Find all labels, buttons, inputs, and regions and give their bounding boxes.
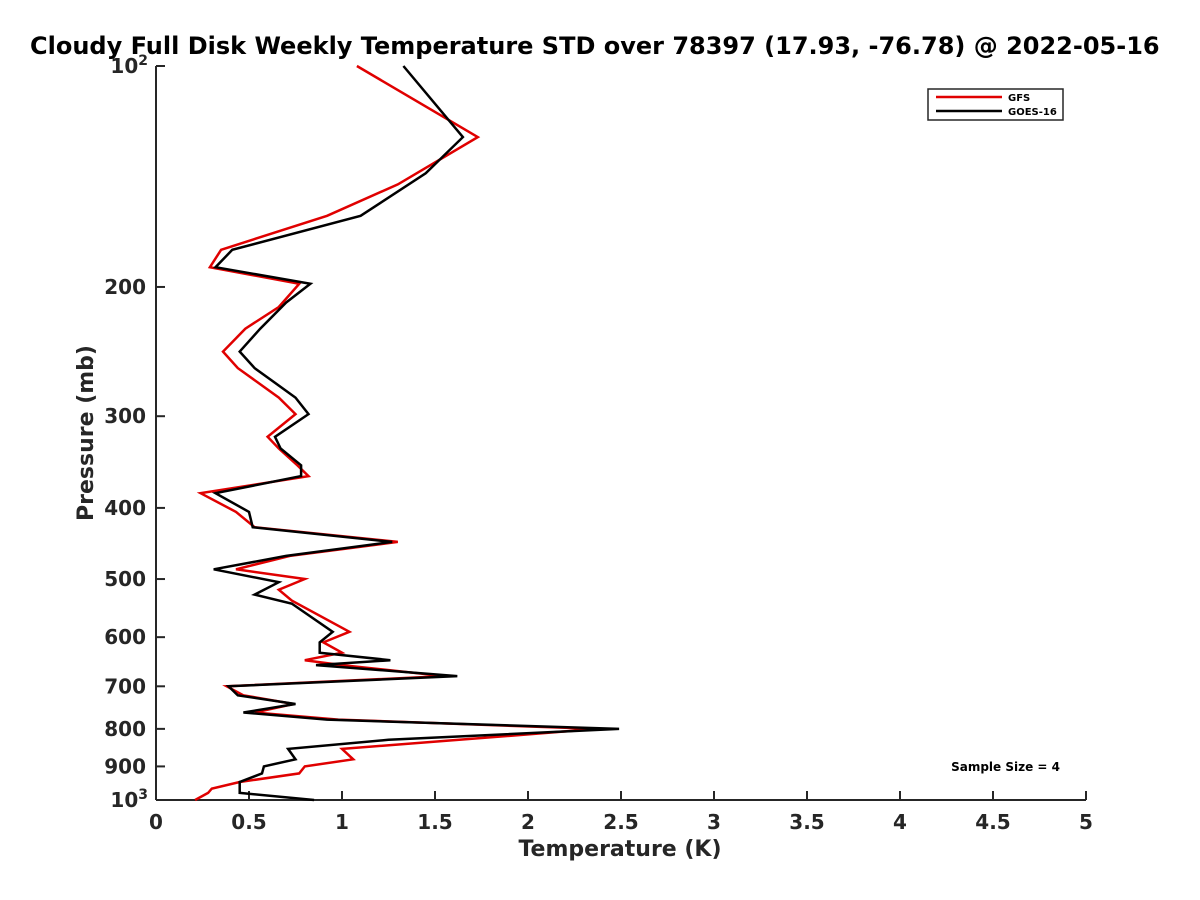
y-tick-label: 700 (104, 674, 146, 698)
legend-label: GFS (1008, 93, 1030, 104)
y-axis-label: Pressure (mb) (74, 345, 99, 521)
y-tick-label: 600 (104, 625, 146, 649)
x-tick-label: 3 (707, 810, 721, 834)
chart-title: Cloudy Full Disk Weekly Temperature STD … (30, 32, 1160, 60)
y-tick-label: 800 (104, 717, 146, 741)
axes: 0 0.5 1 1.5 2 2.5 3 3.5 4 4.5 5 102 200 300 400 500 600 7… (104, 53, 1093, 834)
x-tick-label: 1 (335, 810, 349, 834)
legend-box (927, 88, 1064, 121)
x-axis-label: Temperature (K) (518, 837, 721, 862)
y-tick-label: 102 (110, 53, 148, 78)
y-tick-label: 200 (104, 275, 146, 299)
y-tick-label: 300 (104, 404, 146, 428)
sample-size-annotation: Sample Size = 4 (951, 760, 1060, 774)
series-layer (194, 64, 620, 802)
x-tick-label: 1.5 (417, 810, 452, 834)
legend-label: GOES-16 (1008, 107, 1057, 118)
x-tick-label: 2 (521, 810, 535, 834)
series-line-gfs (194, 64, 597, 802)
legend: GFS GOES-16 (927, 88, 1064, 121)
x-tick-label: 4 (893, 810, 907, 834)
x-tick-label: 2.5 (603, 810, 638, 834)
x-tick-label: 5 (1079, 810, 1093, 834)
y-tick-label: 900 (104, 754, 146, 778)
x-tick-label: 4.5 (975, 810, 1010, 834)
x-tick-label: 0.5 (231, 810, 266, 834)
y-tick-label: 103 (110, 787, 148, 812)
y-tick-label: 500 (104, 567, 146, 591)
x-tick-label: 3.5 (789, 810, 824, 834)
y-tick-label: 400 (104, 496, 146, 520)
x-tick-label: 0 (149, 810, 163, 834)
series-line-goes-16 (211, 65, 620, 802)
